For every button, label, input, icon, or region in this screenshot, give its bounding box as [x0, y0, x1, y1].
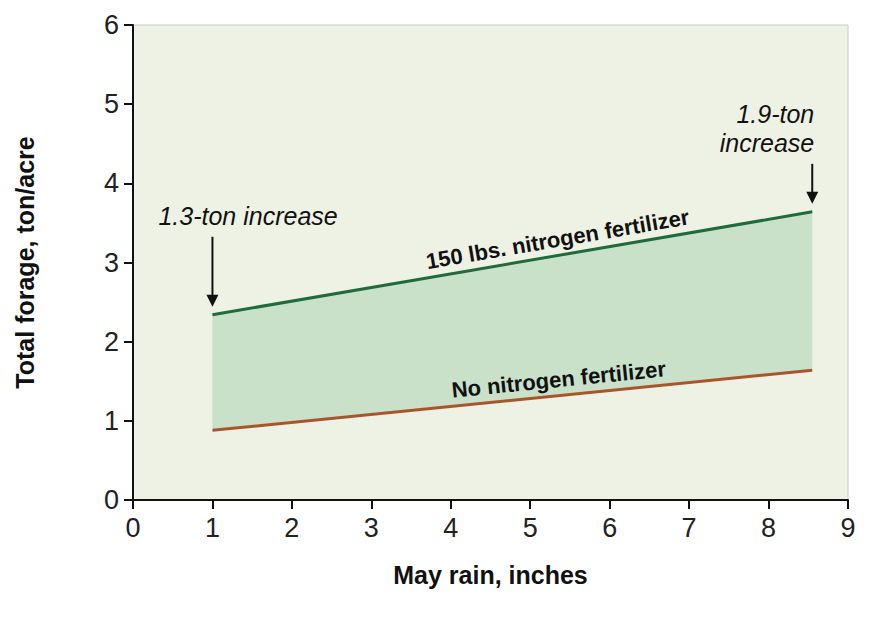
svg-text:5: 5	[523, 513, 538, 543]
svg-text:1.3-ton increase: 1.3-ton increase	[158, 202, 337, 230]
svg-text:3: 3	[364, 513, 379, 543]
svg-text:150 lbs. nitrogen fertilizer: 150 lbs. nitrogen fertilizer	[424, 204, 691, 274]
svg-text:0: 0	[104, 485, 119, 515]
svg-text:6: 6	[104, 10, 119, 40]
svg-text:increase: increase	[720, 129, 815, 157]
svg-text:1: 1	[104, 406, 119, 436]
svg-text:3: 3	[104, 248, 119, 278]
svg-text:4: 4	[443, 513, 458, 543]
svg-text:1: 1	[205, 513, 220, 543]
svg-text:9: 9	[840, 513, 855, 543]
svg-text:8: 8	[761, 513, 776, 543]
svg-text:6: 6	[602, 513, 617, 543]
svg-text:5: 5	[104, 89, 119, 119]
svg-text:May rain, inches: May rain, inches	[393, 561, 588, 589]
svg-text:7: 7	[682, 513, 697, 543]
svg-text:0: 0	[125, 513, 140, 543]
svg-text:2: 2	[284, 513, 299, 543]
svg-text:Total forage, ton/acre: Total forage, ton/acre	[11, 136, 39, 388]
svg-text:2: 2	[104, 327, 119, 357]
svg-text:No nitrogen fertilizer: No nitrogen fertilizer	[450, 356, 667, 402]
svg-text:1.9-ton: 1.9-ton	[736, 100, 814, 128]
svg-text:4: 4	[104, 168, 119, 198]
